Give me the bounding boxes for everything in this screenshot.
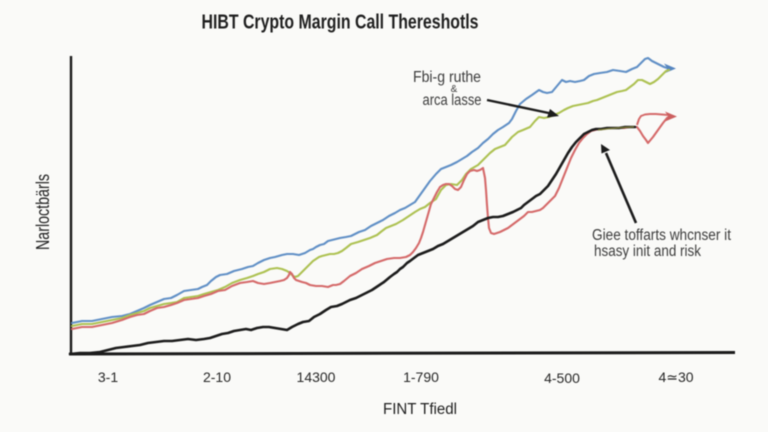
svg-text:hsasy init and risk: hsasy init and risk — [594, 243, 701, 260]
svg-text:4≃30: 4≃30 — [658, 369, 693, 385]
svg-text:3-1: 3-1 — [98, 369, 118, 385]
svg-text:&: & — [451, 84, 458, 95]
svg-text:14300: 14300 — [297, 369, 336, 385]
svg-text:FINT Tfiedl: FINT Tfiedl — [383, 401, 457, 418]
svg-text:arca lasse: arca lasse — [423, 92, 482, 109]
svg-text:1-790: 1-790 — [403, 369, 439, 385]
svg-text:Narloctbärls: Narloctbärls — [33, 174, 53, 250]
svg-text:Fbi-g ruthe: Fbi-g ruthe — [413, 69, 481, 86]
svg-text:Giee toffarts whcnser it: Giee toffarts whcnser it — [592, 227, 732, 244]
svg-text:2-10: 2-10 — [203, 369, 231, 385]
svg-text:HIBT Crypto Margin Call Theres: HIBT Crypto Margin Call Thereshotls — [202, 12, 479, 34]
svg-text:4-500: 4-500 — [544, 370, 580, 386]
